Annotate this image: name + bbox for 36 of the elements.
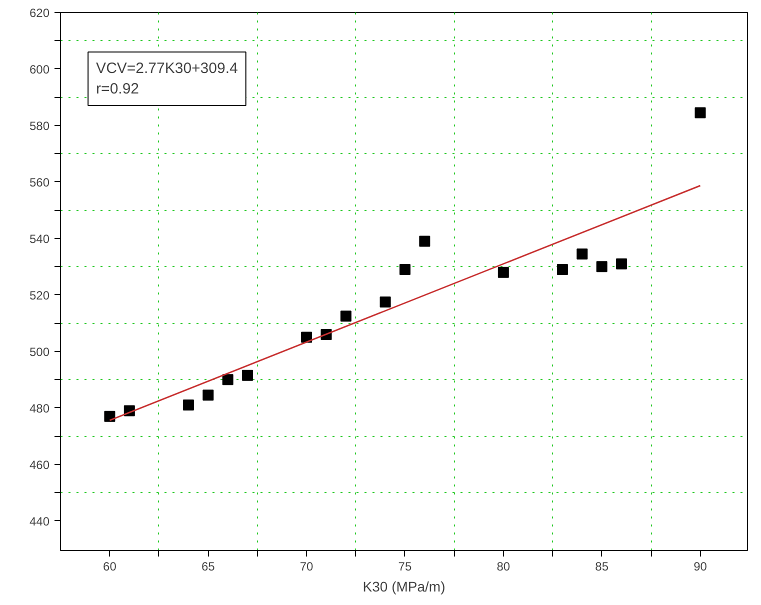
point xyxy=(576,248,588,260)
annotation: VCV=2.77K30+309.4 xyxy=(96,60,238,78)
point xyxy=(616,258,628,270)
x-axis-title: K30 (MPa/m) xyxy=(362,578,446,594)
point xyxy=(596,261,608,272)
point xyxy=(399,264,410,275)
y-tick-label: 600 xyxy=(29,62,50,76)
point xyxy=(340,310,352,322)
point xyxy=(202,390,214,401)
x-tick-label: 70 xyxy=(300,560,314,574)
annotation: r=0.92 xyxy=(96,80,140,98)
point xyxy=(182,400,194,411)
x-tick-label: 80 xyxy=(496,560,510,574)
x-tick-label: 75 xyxy=(398,560,412,574)
y-tick-label: 540 xyxy=(29,232,50,246)
point xyxy=(556,264,568,275)
point xyxy=(498,266,509,278)
point xyxy=(301,332,312,343)
x-tick-label: 85 xyxy=(595,560,609,574)
y-tick-label: 620 xyxy=(29,6,50,20)
point xyxy=(104,410,116,422)
point xyxy=(419,236,430,247)
x-tick-label: 90 xyxy=(694,560,708,574)
point xyxy=(222,374,234,386)
y-tick-label: 500 xyxy=(29,344,50,359)
y-tick-label: 560 xyxy=(29,175,50,190)
x-tick-label: 60 xyxy=(103,560,117,574)
y-tick-label: 440 xyxy=(29,514,50,528)
point xyxy=(694,107,706,118)
y-tick-label: 520 xyxy=(29,288,50,302)
point xyxy=(242,370,254,381)
y-tick-label: 460 xyxy=(29,458,50,472)
y-tick-label: 580 xyxy=(29,118,50,133)
x-tick-label: 65 xyxy=(201,560,216,574)
y-tick-label: 480 xyxy=(29,401,50,416)
point xyxy=(380,296,391,308)
